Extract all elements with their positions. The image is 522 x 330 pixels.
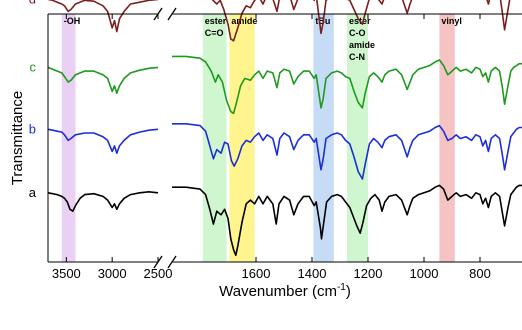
band-label-1-0: ester (205, 16, 227, 26)
x-tick-label-low-2: 1200 (354, 266, 383, 281)
x-axis-title-superscript: -1 (337, 282, 346, 293)
axis-break-mark-2 (167, 7, 177, 21)
band-1 (202, 14, 227, 262)
axis-break-mark-3 (167, 255, 177, 269)
series-line-c-low (172, 55, 522, 115)
series-line-a-low (172, 184, 522, 257)
x-tick-label-high-0: 3500 (52, 266, 81, 281)
series-label-a: a (29, 185, 37, 200)
x-tick-label-high-2: 2500 (144, 266, 173, 281)
series-line-d-low (211, 0, 511, 42)
y-axis-title: Transmittance (9, 91, 26, 185)
series-line-b-low (172, 123, 522, 180)
band-label-2-0: amide (231, 16, 257, 26)
band-label-4-3: C-N (349, 52, 365, 62)
band-label-4-2: amide (349, 40, 375, 50)
series-line-a-high (47, 191, 159, 212)
x-axis-title-end: ) (346, 283, 351, 300)
band-label-0-0: -OH (64, 16, 81, 26)
x-tick-label-low-4: 800 (469, 266, 491, 281)
band-4 (347, 14, 368, 262)
x-tick-label-low-0: 1600 (242, 266, 271, 281)
x-tick-label-low-3: 1000 (410, 266, 439, 281)
band-0 (61, 14, 76, 262)
series-line-d-high (47, 0, 159, 33)
x-axis-title: Wavenumber (cm-1) (219, 282, 351, 300)
band-label-5-0: vinyl (441, 16, 462, 26)
series-line-b-high (47, 128, 159, 154)
series-label-c: c (30, 59, 37, 74)
series-line-c-high (47, 66, 159, 94)
series-label-d: d (29, 0, 36, 6)
x-tick-label-low-1: 1400 (298, 266, 327, 281)
band-label-1-1: C=O (205, 28, 224, 38)
band-label-4-1: C-O (349, 28, 366, 38)
x-tick-label-high-1: 3000 (98, 266, 127, 281)
series-label-b: b (29, 121, 36, 136)
